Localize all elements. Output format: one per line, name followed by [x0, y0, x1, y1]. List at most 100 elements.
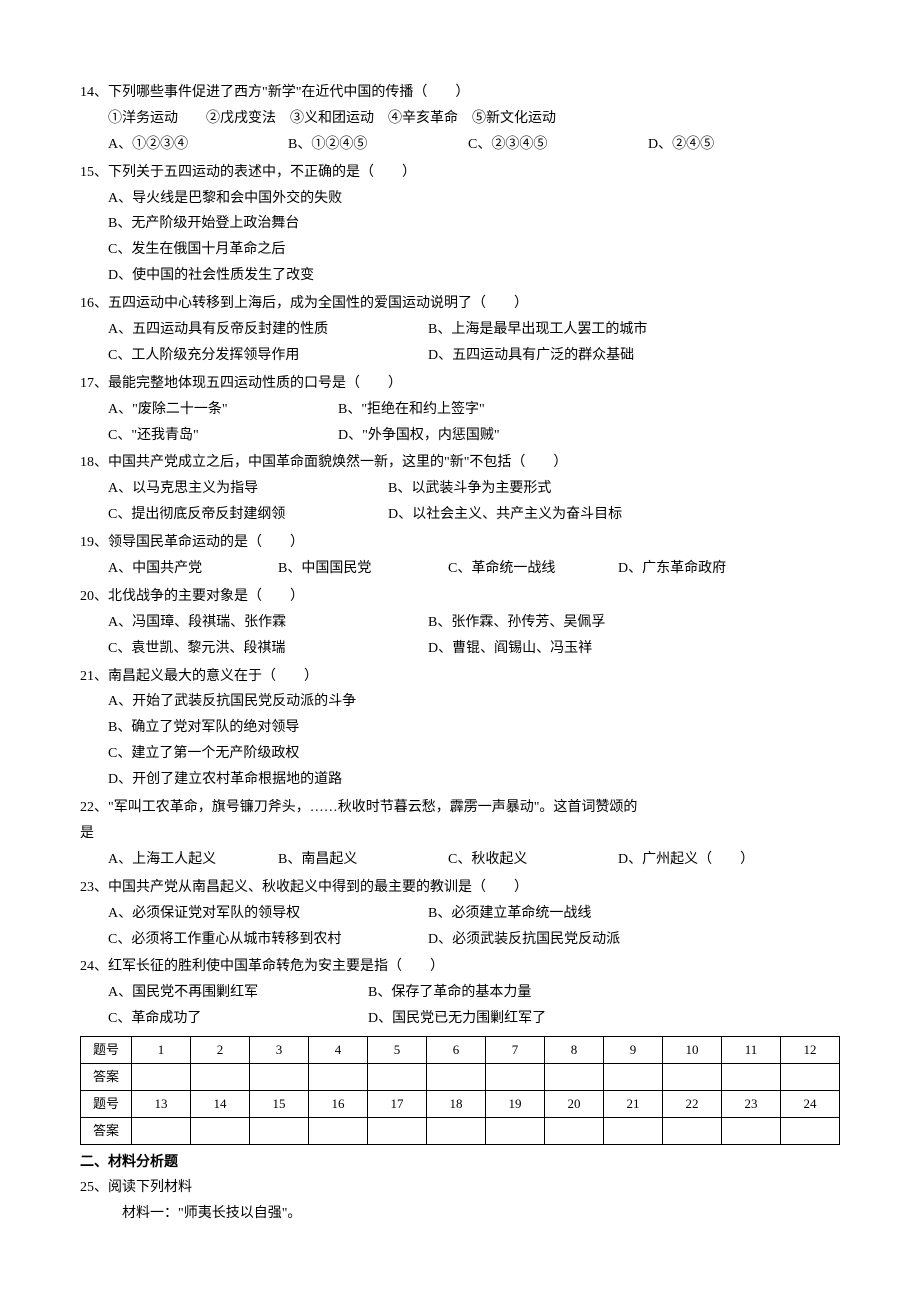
q16-opt-c: C、工人阶级充分发挥领导作用 — [108, 343, 428, 369]
q14-options: A、①②③④ B、①②④⑤ C、②③④⑤ D、②④⑤ — [80, 132, 840, 158]
cell: 17 — [368, 1091, 427, 1118]
q22-opt-b: B、南昌起义 — [278, 847, 448, 873]
cell — [604, 1064, 663, 1091]
q24-stem: 24、红军长征的胜利使中国革命转危为安主要是指（ ） — [80, 954, 840, 980]
q17-stem: 17、最能完整地体现五四运动性质的口号是（ ） — [80, 371, 840, 397]
q18-stem: 18、中国共产党成立之后，中国革命面貌焕然一新，这里的"新"不包括（ ） — [80, 450, 840, 476]
q22-opt-c: C、秋收起义 — [448, 847, 618, 873]
cell: 9 — [604, 1037, 663, 1064]
q16-stem: 16、五四运动中心转移到上海后，成为全国性的爱国运动说明了（ ） — [80, 291, 840, 317]
q23-stem: 23、中国共产党从南昌起义、秋收起义中得到的最主要的教训是（ ） — [80, 875, 840, 901]
q16-opt-a: A、五四运动具有反帝反封建的性质 — [108, 317, 428, 343]
question-23: 23、中国共产党从南昌起义、秋收起义中得到的最主要的教训是（ ） A、必须保证党… — [80, 875, 840, 953]
question-24: 24、红军长征的胜利使中国革命转危为安主要是指（ ） A、国民党不再围剿红军 B… — [80, 954, 840, 1032]
cell — [722, 1064, 781, 1091]
q18-opt-c: C、提出彻底反帝反封建纲领 — [108, 502, 388, 528]
q18-opt-a: A、以马克思主义为指导 — [108, 476, 388, 502]
q23-row1: A、必须保证党对军队的领导权 B、必须建立革命统一战线 — [80, 901, 840, 927]
cell: 5 — [368, 1037, 427, 1064]
q14-opt-b: B、①②④⑤ — [288, 132, 468, 158]
q15-stem: 15、下列关于五四运动的表述中，不正确的是（ ） — [80, 160, 840, 186]
q24-opt-b: B、保存了革命的基本力量 — [368, 980, 531, 1006]
cell: 11 — [722, 1037, 781, 1064]
label-num: 题号 — [81, 1091, 132, 1118]
question-21: 21、南昌起义最大的意义在于（ ） A、开始了武装反抗国民党反动派的斗争 B、确… — [80, 664, 840, 793]
q17-row2: C、"还我青岛" D、"外争国权，内惩国贼" — [80, 423, 840, 449]
q17-opt-a: A、"废除二十一条" — [108, 397, 338, 423]
question-19: 19、领导国民革命运动的是（ ） A、中国共产党 B、中国国民党 C、革命统一战… — [80, 530, 840, 582]
q19-options: A、中国共产党 B、中国国民党 C、革命统一战线 D、广东革命政府 — [80, 556, 840, 582]
table-row: 题号 1 2 3 4 5 6 7 8 9 10 11 12 — [81, 1037, 840, 1064]
cell: 22 — [663, 1091, 722, 1118]
q14-opt-c: C、②③④⑤ — [468, 132, 648, 158]
table-row: 答案 — [81, 1064, 840, 1091]
q18-row1: A、以马克思主义为指导 B、以武装斗争为主要形式 — [80, 476, 840, 502]
q25-material-1: 材料一："师夷长技以自强"。 — [80, 1201, 840, 1227]
table-row: 题号 13 14 15 16 17 18 19 20 21 22 23 24 — [81, 1091, 840, 1118]
q19-opt-b: B、中国国民党 — [278, 556, 448, 582]
cell: 23 — [722, 1091, 781, 1118]
q20-opt-c: C、袁世凯、黎元洪、段祺瑞 — [108, 636, 428, 662]
q20-opt-b: B、张作霖、孙传芳、吴佩孚 — [428, 610, 605, 636]
q24-opt-a: A、国民党不再围剿红军 — [108, 980, 368, 1006]
cell — [781, 1118, 840, 1145]
q20-stem: 20、北伐战争的主要对象是（ ） — [80, 584, 840, 610]
q14-opt-d: D、②④⑤ — [648, 132, 828, 158]
cell: 18 — [427, 1091, 486, 1118]
cell — [781, 1064, 840, 1091]
cell — [309, 1064, 368, 1091]
q24-opt-c: C、革命成功了 — [108, 1006, 368, 1032]
q15-opt-d: D、使中国的社会性质发生了改变 — [80, 263, 840, 289]
question-16: 16、五四运动中心转移到上海后，成为全国性的爱国运动说明了（ ） A、五四运动具… — [80, 291, 840, 369]
q14-sub: ①洋务运动 ②戊戌变法 ③义和团运动 ④辛亥革命 ⑤新文化运动 — [80, 106, 840, 132]
q19-opt-a: A、中国共产党 — [108, 556, 278, 582]
answer-table: 题号 1 2 3 4 5 6 7 8 9 10 11 12 答案 题号 13 1… — [80, 1036, 840, 1145]
question-14: 14、下列哪些事件促进了西方"新学"在近代中国的传播（ ） ①洋务运动 ②戊戌变… — [80, 80, 840, 158]
q24-opt-d: D、国民党已无力围剿红军了 — [368, 1006, 546, 1032]
q21-opt-b: B、确立了党对军队的绝对领导 — [80, 715, 840, 741]
q20-row1: A、冯国璋、段祺瑞、张作霖 B、张作霖、孙传芳、吴佩孚 — [80, 610, 840, 636]
q15-opt-a: A、导火线是巴黎和会中国外交的失败 — [80, 186, 840, 212]
cell — [368, 1118, 427, 1145]
q16-row2: C、工人阶级充分发挥领导作用 D、五四运动具有广泛的群众基础 — [80, 343, 840, 369]
q17-opt-b: B、"拒绝在和约上签字" — [338, 397, 485, 423]
q22-options: A、上海工人起义 B、南昌起义 C、秋收起义 D、广州起义（ ） — [80, 847, 840, 873]
cell: 7 — [486, 1037, 545, 1064]
q24-row2: C、革命成功了 D、国民党已无力围剿红军了 — [80, 1006, 840, 1032]
q14-stem: 14、下列哪些事件促进了西方"新学"在近代中国的传播（ ） — [80, 80, 840, 106]
cell: 16 — [309, 1091, 368, 1118]
cell: 21 — [604, 1091, 663, 1118]
cell — [191, 1064, 250, 1091]
q23-opt-a: A、必须保证党对军队的领导权 — [108, 901, 428, 927]
cell — [545, 1118, 604, 1145]
q20-opt-a: A、冯国璋、段祺瑞、张作霖 — [108, 610, 428, 636]
q23-opt-d: D、必须武装反抗国民党反动派 — [428, 927, 620, 953]
cell: 19 — [486, 1091, 545, 1118]
q16-opt-b: B、上海是最早出现工人罢工的城市 — [428, 317, 647, 343]
q19-opt-c: C、革命统一战线 — [448, 556, 618, 582]
cell: 24 — [781, 1091, 840, 1118]
cell — [486, 1064, 545, 1091]
table-row: 答案 — [81, 1118, 840, 1145]
q18-row2: C、提出彻底反帝反封建纲领 D、以社会主义、共产主义为奋斗目标 — [80, 502, 840, 528]
q20-opt-d: D、曹锟、阎锡山、冯玉祥 — [428, 636, 592, 662]
question-18: 18、中国共产党成立之后，中国革命面貌焕然一新，这里的"新"不包括（ ） A、以… — [80, 450, 840, 528]
cell: 1 — [132, 1037, 191, 1064]
cell — [250, 1118, 309, 1145]
question-17: 17、最能完整地体现五四运动性质的口号是（ ） A、"废除二十一条" B、"拒绝… — [80, 371, 840, 449]
cell: 6 — [427, 1037, 486, 1064]
cell — [722, 1118, 781, 1145]
q21-opt-a: A、开始了武装反抗国民党反动派的斗争 — [80, 689, 840, 715]
section-2-title: 二、材料分析题 — [80, 1149, 840, 1175]
cell — [663, 1118, 722, 1145]
cell — [427, 1064, 486, 1091]
cell: 3 — [250, 1037, 309, 1064]
cell — [132, 1118, 191, 1145]
q20-row2: C、袁世凯、黎元洪、段祺瑞 D、曹锟、阎锡山、冯玉祥 — [80, 636, 840, 662]
label-ans: 答案 — [81, 1064, 132, 1091]
cell — [663, 1064, 722, 1091]
q22-stem: 22、"军叫工农革命，旗号镰刀斧头，……秋收时节暮云愁，霹雳一声暴动"。这首词赞… — [80, 795, 840, 821]
cell: 8 — [545, 1037, 604, 1064]
q16-row1: A、五四运动具有反帝反封建的性质 B、上海是最早出现工人罢工的城市 — [80, 317, 840, 343]
cell: 20 — [545, 1091, 604, 1118]
